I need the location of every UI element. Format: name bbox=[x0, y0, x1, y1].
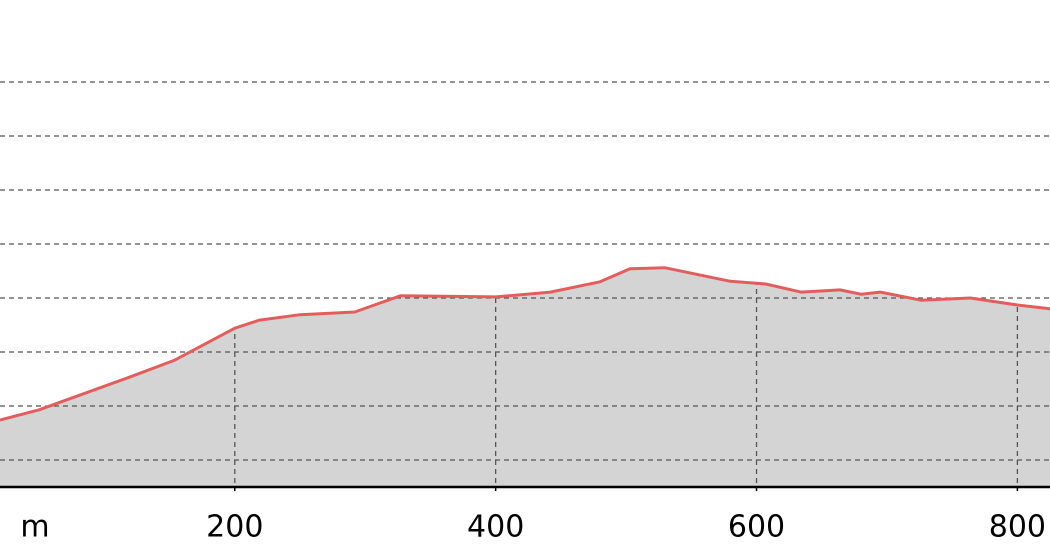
line bbox=[0, 266, 1050, 422]
x-axis-label: m bbox=[20, 510, 49, 545]
area-fill bbox=[0, 267, 1050, 487]
x-tick-label: 800 bbox=[989, 510, 1046, 545]
x-tick-label: 200 bbox=[206, 510, 263, 545]
x-tick-label: 400 bbox=[467, 510, 524, 545]
x-tick-label: 600 bbox=[728, 510, 785, 545]
